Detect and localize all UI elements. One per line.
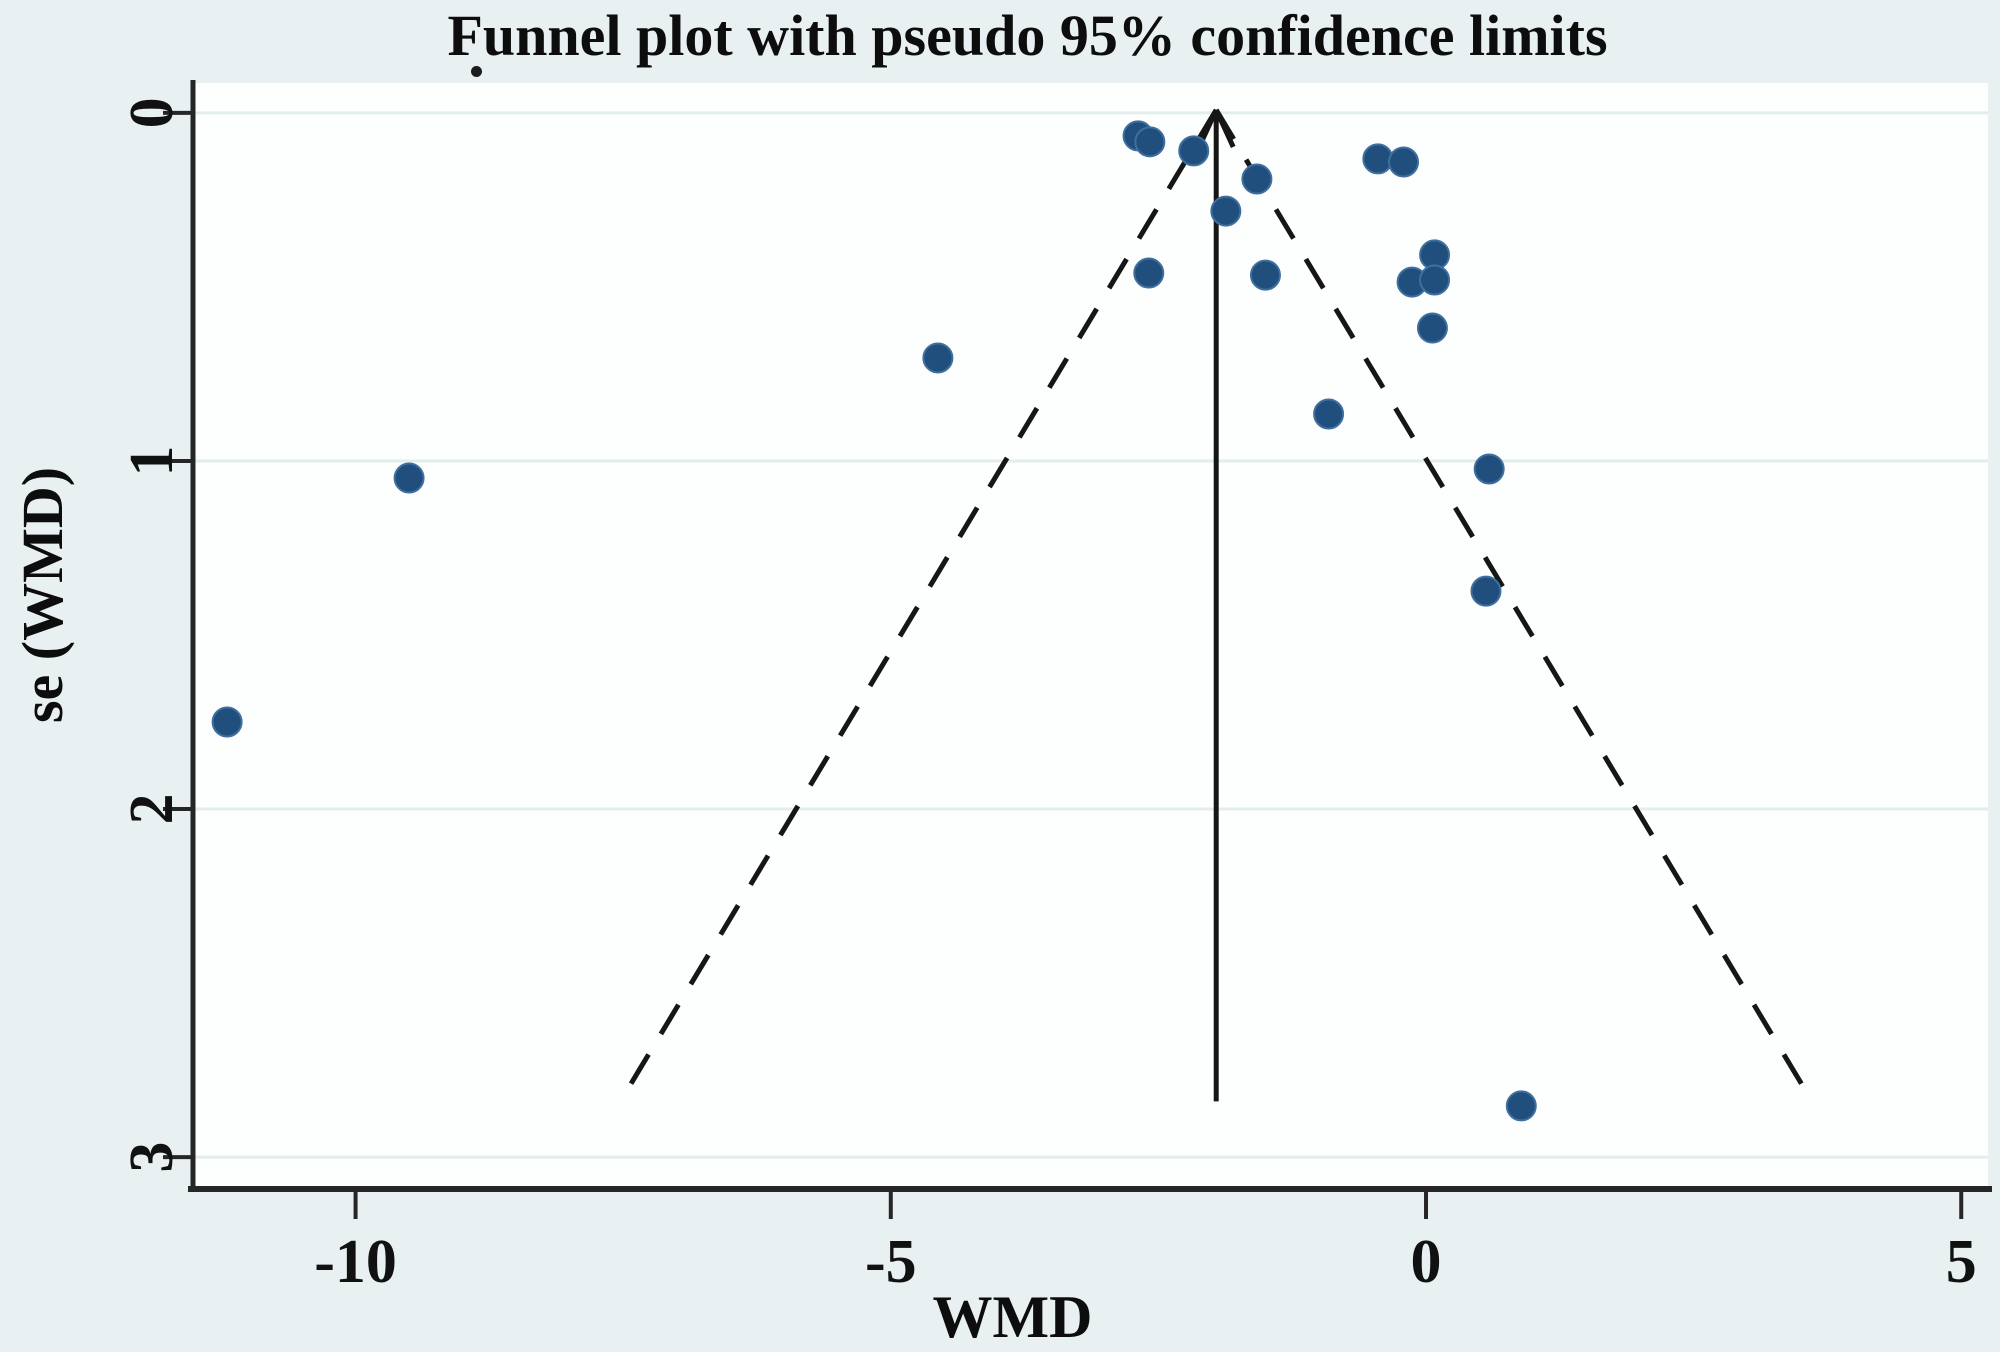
y-tick-label: 2 [118,794,186,825]
data-point [393,462,425,494]
stray-dot-artifact [471,66,482,77]
y-axis-title: se (WMD) [10,466,75,724]
data-point [1210,195,1242,227]
data-point [1313,398,1345,430]
data-point [1470,575,1502,607]
data-point [211,706,243,738]
chart-title: Funnel plot with pseudo 95% confidence l… [447,3,1608,68]
x-tick-label: -5 [865,1228,917,1296]
y-tick-label: 3 [118,1142,186,1173]
data-point [1473,453,1505,485]
funnel-left-dashed-line [620,108,1219,1100]
x-axis-title: WMD [932,1284,1093,1350]
arrowhead-right-wing [1213,108,1236,148]
data-point [1133,257,1165,289]
data-point [1362,143,1394,175]
data-point [922,342,954,374]
x-tick-label: 5 [1946,1228,1977,1296]
y-tick-label: 0 [118,97,186,128]
y-tick-label: 1 [118,445,186,476]
x-tick-label: 0 [1411,1228,1442,1296]
data-point [1241,163,1273,195]
data-point [1419,264,1451,296]
data-point [1134,126,1166,158]
data-point [1388,146,1420,178]
data-point [1505,1090,1537,1122]
data-point [1249,259,1281,291]
funnel-right-dashed-line [1214,108,1813,1100]
plot-background [195,83,1988,1187]
x-tick-label: -10 [314,1228,397,1296]
data-point [1416,312,1448,344]
data-point [1178,135,1210,167]
